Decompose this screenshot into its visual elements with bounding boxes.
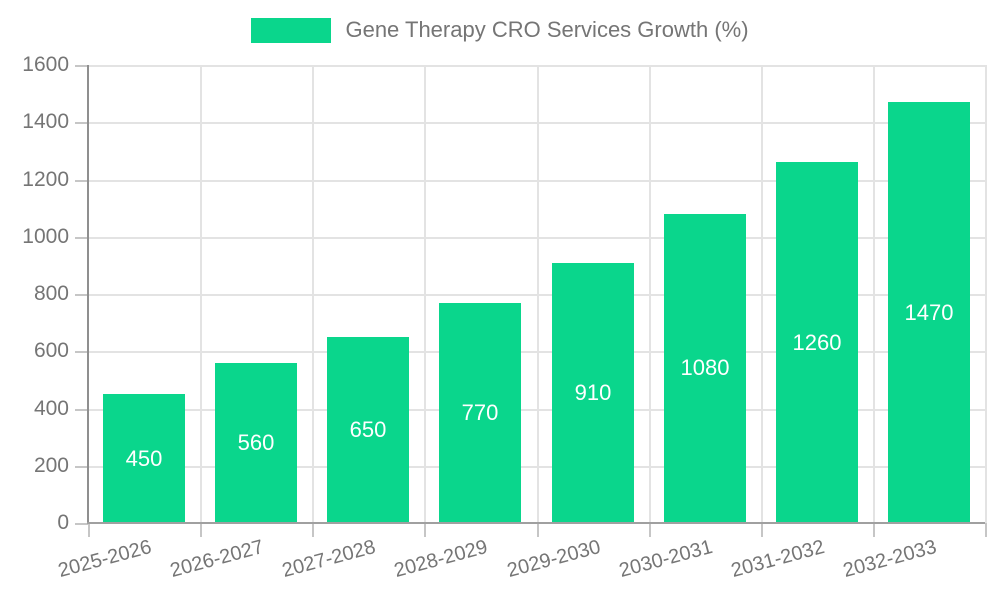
bar-2028-2029 [439, 303, 521, 522]
y-tick-label: 400 [33, 397, 69, 420]
y-tick-mark [75, 237, 88, 239]
x-tick-mark [761, 523, 763, 537]
v-gridline [761, 65, 763, 523]
y-tick-mark [75, 294, 88, 296]
bar-value-label: 1080 [680, 355, 730, 380]
x-tick-mark [649, 523, 651, 537]
x-tick-mark [312, 523, 314, 537]
y-tick-mark [75, 466, 88, 468]
y-tick-mark [75, 180, 88, 182]
x-axis-line [87, 522, 985, 524]
y-tick-label: 0 [57, 511, 69, 534]
y-tick-label: 1000 [22, 225, 69, 248]
y-axis-line [87, 65, 89, 523]
h-gridline [88, 237, 985, 239]
bar-value-label: 450 [125, 446, 163, 471]
h-gridline [88, 180, 985, 182]
legend-swatch [251, 17, 332, 43]
h-gridline [88, 122, 985, 124]
v-gridline [873, 65, 875, 523]
v-gridline [537, 65, 539, 523]
bar-2026-2027 [215, 363, 297, 522]
y-tick-mark [75, 351, 88, 353]
v-gridline [985, 65, 987, 523]
bar-value-label: 910 [574, 380, 612, 405]
y-tick-label: 600 [33, 339, 69, 362]
bar-2030-2031 [664, 214, 746, 522]
h-gridline [88, 351, 985, 353]
bar-2025-2026 [103, 394, 185, 522]
x-tick-mark [537, 523, 539, 537]
v-gridline [649, 65, 651, 523]
y-tick-label: 800 [33, 282, 69, 305]
x-tick-mark [985, 523, 987, 537]
x-tick-mark [88, 523, 90, 537]
y-tick-mark [75, 122, 88, 124]
bar-2032-2033 [888, 102, 970, 522]
v-gridline [312, 65, 314, 523]
y-tick-label: 200 [33, 454, 69, 477]
bar-value-label: 1260 [792, 330, 842, 355]
x-tick-mark [873, 523, 875, 537]
y-tick-label: 1600 [22, 53, 69, 76]
bar-value-label: 650 [349, 417, 387, 442]
x-tick-mark [424, 523, 426, 537]
y-tick-label: 1400 [22, 110, 69, 133]
bar-value-label: 1470 [904, 300, 954, 325]
bar-2027-2028 [327, 337, 409, 522]
h-gridline [88, 409, 985, 411]
bar-2029-2030 [552, 263, 634, 522]
bar-value-label: 770 [461, 400, 499, 425]
x-tick-mark [200, 523, 202, 537]
legend-label: Gene Therapy CRO Services Growth (%) [345, 17, 749, 42]
y-tick-mark [75, 409, 88, 411]
y-tick-label: 1200 [22, 168, 69, 191]
v-gridline [424, 65, 426, 523]
legend[interactable]: Gene Therapy CRO Services Growth (%) [0, 17, 1000, 43]
h-gridline [88, 294, 985, 296]
y-tick-mark [75, 523, 88, 525]
h-gridline [88, 65, 985, 67]
h-gridline [88, 466, 985, 468]
bar-value-label: 560 [237, 430, 275, 455]
v-gridline [200, 65, 202, 523]
bar-2031-2032 [776, 162, 858, 522]
y-tick-mark [75, 65, 88, 67]
